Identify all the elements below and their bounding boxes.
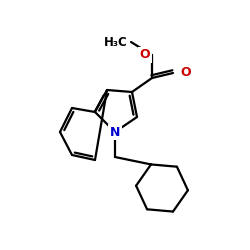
Text: O: O xyxy=(140,48,150,62)
Text: O: O xyxy=(180,66,191,80)
Text: N: N xyxy=(110,126,120,138)
Text: H₃C: H₃C xyxy=(104,36,128,49)
